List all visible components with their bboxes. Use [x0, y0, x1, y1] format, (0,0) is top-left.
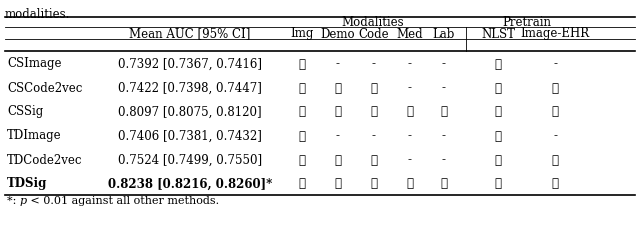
- Text: Lab: Lab: [433, 27, 455, 40]
- Text: ✓: ✓: [495, 153, 502, 166]
- Text: ✓: ✓: [298, 177, 305, 190]
- Text: 0.7392 [0.7367, 0.7416]: 0.7392 [0.7367, 0.7416]: [118, 57, 262, 70]
- Text: ✓: ✓: [495, 105, 502, 118]
- Text: < 0.01 against all other methods.: < 0.01 against all other methods.: [27, 195, 219, 205]
- Text: CSSig: CSSig: [7, 105, 44, 118]
- Text: ✓: ✓: [495, 129, 502, 142]
- Text: 0.8097 [0.8075, 0.8120]: 0.8097 [0.8075, 0.8120]: [118, 105, 262, 118]
- Text: ✓: ✓: [552, 105, 559, 118]
- Text: Demo: Demo: [321, 27, 355, 40]
- Text: 0.8238 [0.8216, 0.8260]*: 0.8238 [0.8216, 0.8260]*: [108, 177, 272, 190]
- Text: -: -: [372, 57, 376, 70]
- Text: ✓: ✓: [298, 105, 305, 118]
- Text: -: -: [408, 57, 412, 70]
- Text: ✓: ✓: [298, 57, 305, 70]
- Text: ✓: ✓: [335, 153, 342, 166]
- Text: -: -: [442, 57, 446, 70]
- Text: ✓: ✓: [371, 153, 378, 166]
- Text: ✓: ✓: [495, 57, 502, 70]
- Text: ✓: ✓: [371, 81, 378, 94]
- Text: ✓: ✓: [298, 81, 305, 94]
- Text: modalities.: modalities.: [5, 8, 70, 21]
- Text: Image-EHR: Image-EHR: [520, 27, 589, 40]
- Text: -: -: [408, 81, 412, 94]
- Text: Code: Code: [358, 27, 389, 40]
- Text: ✓: ✓: [440, 105, 447, 118]
- Text: CSImage: CSImage: [7, 57, 61, 70]
- Text: -: -: [336, 57, 340, 70]
- Text: ✓: ✓: [371, 105, 378, 118]
- Text: -: -: [408, 153, 412, 166]
- Text: ✓: ✓: [335, 177, 342, 190]
- Text: NLST: NLST: [481, 27, 515, 40]
- Text: TDCode2vec: TDCode2vec: [7, 153, 83, 166]
- Text: -: -: [442, 153, 446, 166]
- Text: -: -: [372, 129, 376, 142]
- Text: ✓: ✓: [298, 129, 305, 142]
- Text: ✓: ✓: [406, 105, 413, 118]
- Text: -: -: [553, 57, 557, 70]
- Text: ✓: ✓: [406, 177, 413, 190]
- Text: ✓: ✓: [440, 177, 447, 190]
- Text: ✓: ✓: [335, 105, 342, 118]
- Text: ✓: ✓: [298, 153, 305, 166]
- Text: -: -: [553, 129, 557, 142]
- Text: Img: Img: [291, 27, 314, 40]
- Text: Mean AUC [95% CI]: Mean AUC [95% CI]: [129, 27, 251, 40]
- Text: -: -: [442, 129, 446, 142]
- Text: -: -: [442, 81, 446, 94]
- Text: -: -: [336, 129, 340, 142]
- Text: ✓: ✓: [335, 81, 342, 94]
- Text: ✓: ✓: [495, 177, 502, 190]
- Text: ✓: ✓: [552, 177, 559, 190]
- Text: Modalities: Modalities: [342, 16, 404, 29]
- Text: -: -: [408, 129, 412, 142]
- Text: ✓: ✓: [552, 81, 559, 94]
- Text: 0.7422 [0.7398, 0.7447]: 0.7422 [0.7398, 0.7447]: [118, 81, 262, 94]
- Text: ✓: ✓: [371, 177, 378, 190]
- Text: CSCode2vec: CSCode2vec: [7, 81, 83, 94]
- Text: ✓: ✓: [495, 81, 502, 94]
- Text: TDSig: TDSig: [7, 177, 47, 190]
- Text: Pretrain: Pretrain: [502, 16, 551, 29]
- Text: *:: *:: [7, 195, 20, 205]
- Text: 0.7524 [0.7499, 0.7550]: 0.7524 [0.7499, 0.7550]: [118, 153, 262, 166]
- Text: Med: Med: [397, 27, 423, 40]
- Text: TDImage: TDImage: [7, 129, 61, 142]
- Text: ✓: ✓: [552, 153, 559, 166]
- Text: 0.7406 [0.7381, 0.7432]: 0.7406 [0.7381, 0.7432]: [118, 129, 262, 142]
- Text: p: p: [20, 195, 27, 205]
